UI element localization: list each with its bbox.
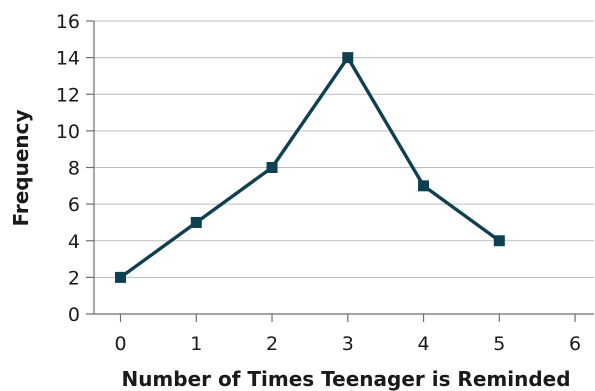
y-tick-label-0: 0	[68, 304, 80, 326]
grid-lines	[94, 20, 594, 278]
y-tick-label-12: 12	[56, 84, 80, 106]
y-tick-label-14: 14	[56, 48, 80, 70]
data-point-4	[418, 180, 430, 192]
y-axis-ticks: 0 2 4 6 8 10 12 14 16	[56, 11, 94, 326]
x-tick-label-4: 4	[417, 333, 429, 355]
x-axis-ticks: 0 1 2 3 4 5 6	[114, 314, 581, 355]
y-tick-label-6: 6	[68, 194, 80, 216]
y-tick-label-4: 4	[68, 231, 80, 253]
y-tick-label-16: 16	[56, 11, 80, 33]
x-tick-label-1: 1	[190, 333, 202, 355]
series	[115, 52, 505, 283]
x-tick-label-5: 5	[493, 333, 505, 355]
x-tick-label-2: 2	[266, 333, 278, 355]
series-line	[119, 55, 501, 279]
data-point-5	[493, 235, 505, 247]
x-tick-label-0: 0	[114, 333, 126, 355]
data-point-3	[342, 52, 354, 64]
x-axis-title: Number of Times Teenager is Reminded	[121, 367, 570, 391]
x-tick-label-6: 6	[569, 333, 581, 355]
y-tick-label-8: 8	[68, 158, 80, 180]
data-point-1	[190, 216, 202, 228]
data-point-2	[266, 162, 278, 173]
y-tick-label-2: 2	[68, 267, 80, 289]
x-tick-label-3: 3	[342, 333, 354, 355]
y-tick-label-10: 10	[56, 121, 80, 143]
data-point-0	[115, 271, 127, 283]
y-axis-title: Frequency	[9, 109, 33, 226]
